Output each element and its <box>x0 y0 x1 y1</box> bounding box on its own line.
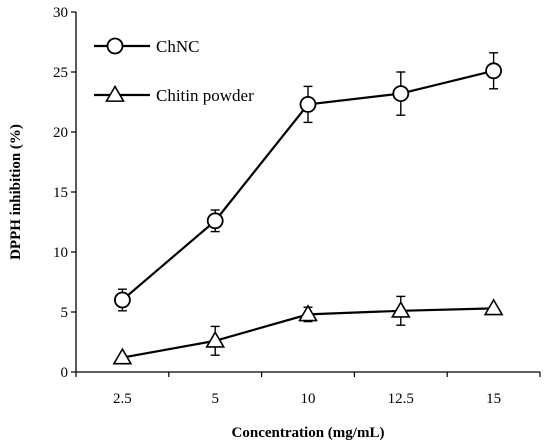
x-tick-label: 5 <box>211 391 219 407</box>
legend-item: ChNC <box>94 37 199 56</box>
data-point <box>114 291 131 309</box>
series-layer <box>112 52 504 365</box>
x-ticks: 2.5 5 10 12.5 15 <box>75 372 541 407</box>
y-tick-label: 10 <box>53 245 68 261</box>
x-tick-label: 2.5 <box>113 391 132 407</box>
series-chnc <box>114 52 503 312</box>
data-point <box>299 96 317 113</box>
y-tick-label: 0 <box>61 365 69 381</box>
legend-marker <box>105 84 125 102</box>
data-point <box>298 304 318 322</box>
x-tick-label: 12.5 <box>388 391 414 407</box>
data-point <box>485 62 503 80</box>
data-point <box>205 330 226 348</box>
data-point <box>112 347 133 365</box>
y-tick-label: 5 <box>61 305 69 321</box>
y-tick-label: 20 <box>53 125 68 141</box>
y-tick-label: 25 <box>53 65 68 81</box>
y-ticks: 0 5 10 15 20 25 30 <box>53 5 76 381</box>
legend-marker <box>106 37 124 55</box>
legend-item: Chitin powder <box>94 84 254 105</box>
legend-label: ChNC <box>156 37 199 56</box>
x-tick-label: 15 <box>486 391 501 407</box>
legend: ChNC Chitin powder <box>94 37 254 105</box>
legend-label: Chitin powder <box>156 86 254 105</box>
data-point <box>206 212 224 230</box>
y-tick-label: 30 <box>53 5 68 21</box>
series-chitin-powder <box>112 295 504 365</box>
data-point <box>483 298 504 316</box>
y-tick-label: 15 <box>53 185 68 201</box>
y-axis-title: DPPH inhibition (%) <box>8 124 24 260</box>
x-axis-title: Concentration (mg/mL) <box>232 425 385 441</box>
data-point <box>390 300 411 318</box>
x-tick-label: 10 <box>301 391 316 407</box>
data-point <box>392 85 410 102</box>
